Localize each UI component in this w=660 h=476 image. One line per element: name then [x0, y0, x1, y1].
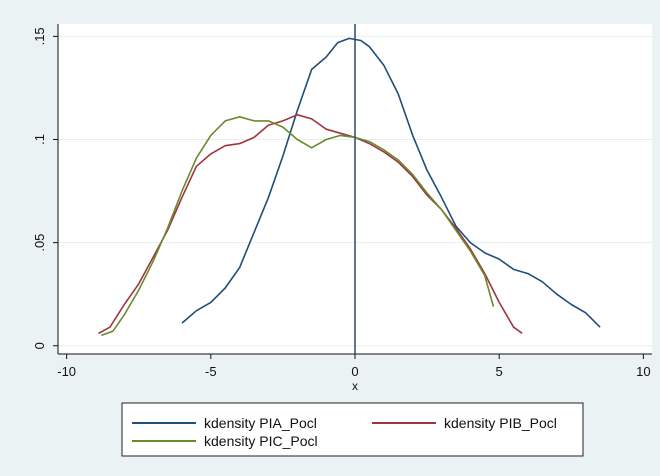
legend-label-pic: kdensity PIC_Pocl: [204, 433, 318, 449]
legend-label-pib: kdensity PIB_Pocl: [444, 415, 557, 431]
series-line-2: [101, 116, 495, 337]
x-axis-label: x: [352, 379, 358, 393]
x-tick-label: 5: [496, 364, 503, 379]
x-tick-label: -5: [205, 364, 217, 379]
x-tick-label: 10: [636, 364, 650, 379]
legend-label-pia: kdensity PIA_Pocl: [204, 415, 317, 431]
y-tick-label: .1: [32, 134, 47, 145]
series-line-1: [98, 114, 523, 335]
ticks: 0 .05 .1 .15 -10 -5 0 5 10: [32, 27, 651, 379]
y-tick-label: .15: [32, 27, 47, 45]
series-lines: [98, 37, 601, 337]
x-tick-label: -10: [57, 364, 76, 379]
x-tick-label: 0: [351, 364, 358, 379]
series-line-0: [181, 37, 601, 328]
legend-box: [121, 402, 584, 457]
legend: kdensity PIA_Pocl kdensity PIB_Pocl kden…: [121, 402, 584, 457]
y-tick-label: .05: [32, 234, 47, 252]
y-tick-label: 0: [32, 342, 47, 349]
